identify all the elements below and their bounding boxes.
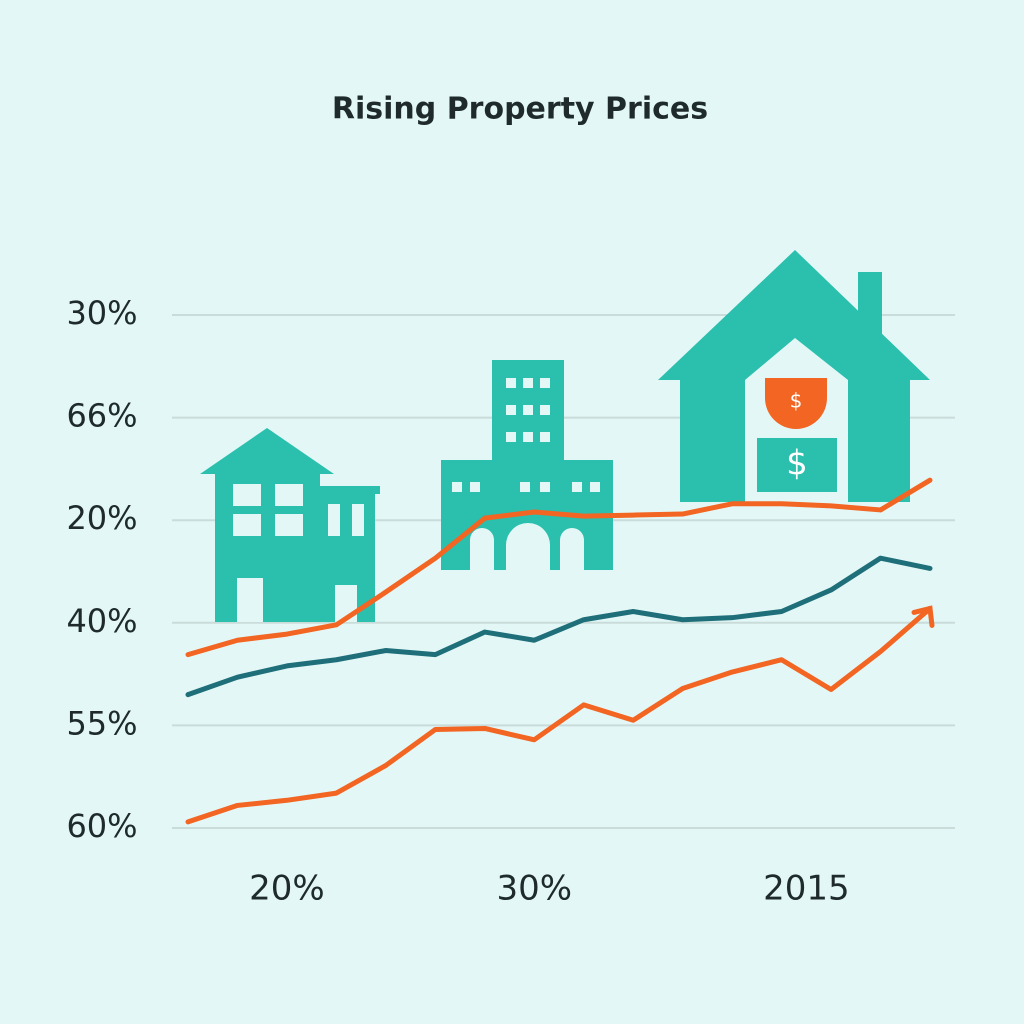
shield bbox=[765, 378, 827, 429]
series-line bbox=[185, 555, 933, 698]
series-line bbox=[185, 605, 933, 825]
y-tick-label: 55% bbox=[66, 704, 137, 742]
tick-labels: 60% 55% 40% 20% 66% 30% 20% 30% 2015 bbox=[66, 294, 849, 909]
y-tick-label: 30% bbox=[66, 294, 137, 332]
x-tick-label: 20% bbox=[249, 869, 325, 909]
icons: $ $ bbox=[200, 250, 930, 622]
house-annex-roof bbox=[315, 486, 380, 494]
series bbox=[185, 477, 935, 825]
big-house-roof bbox=[658, 250, 930, 380]
y-tick-label: 40% bbox=[66, 602, 137, 640]
series-line bbox=[185, 477, 933, 658]
x-tick-label: 2015 bbox=[763, 869, 850, 909]
house-body bbox=[215, 474, 320, 622]
money-box bbox=[757, 438, 837, 492]
y-tick-label: 60% bbox=[66, 807, 137, 845]
dollar-icon: $ bbox=[786, 444, 808, 484]
house-roof bbox=[200, 428, 334, 474]
chimney bbox=[858, 272, 882, 342]
y-tick-label: 66% bbox=[66, 397, 137, 435]
arrow-head bbox=[911, 605, 935, 628]
chart-title: Rising Property Prices bbox=[332, 92, 708, 127]
x-tick-label: 30% bbox=[496, 869, 572, 909]
y-tick-label: 20% bbox=[66, 499, 137, 537]
dollar-icon: $ bbox=[790, 389, 803, 413]
